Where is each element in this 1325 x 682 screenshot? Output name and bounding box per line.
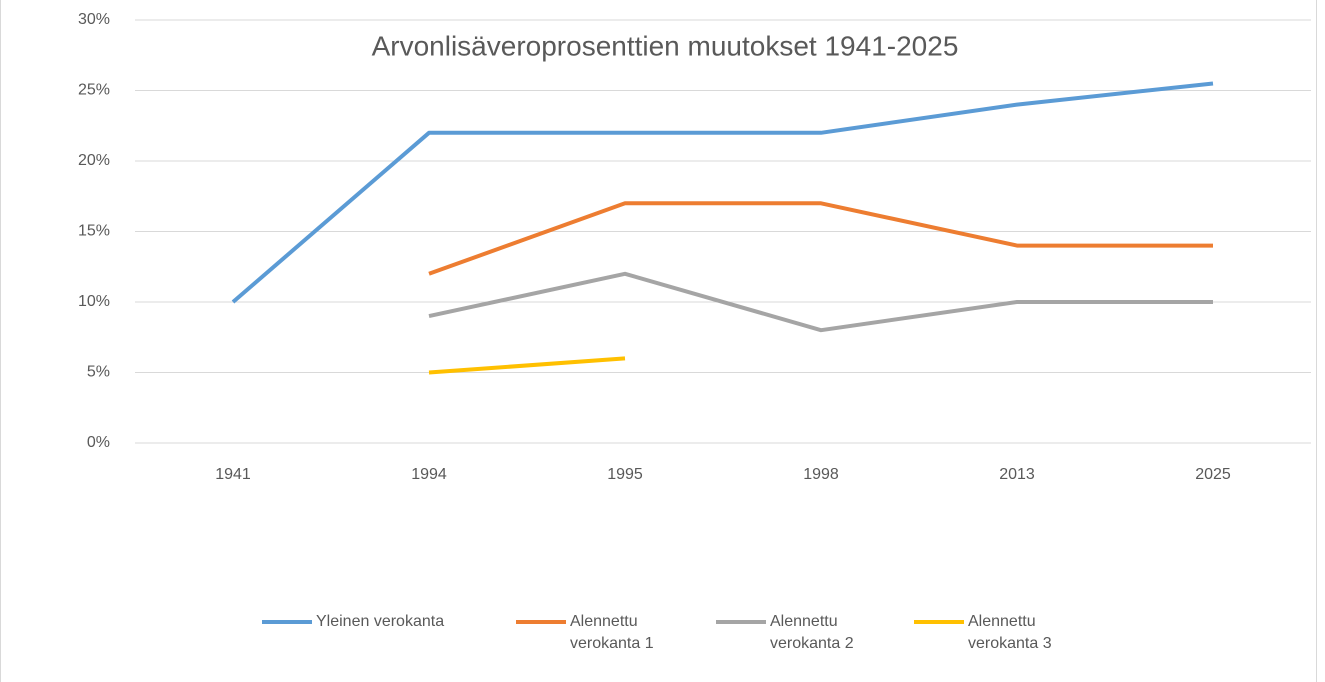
legend-item: Yleinen verokanta: [262, 611, 516, 633]
legend-swatch: [262, 620, 312, 624]
legend-label: Alennettu verokanta 1: [570, 613, 654, 652]
legend-label: Alennettu verokanta 2: [770, 613, 854, 652]
legend-item: Alennettu verokanta 1: [516, 611, 710, 655]
legend-swatch: [716, 620, 766, 624]
x-tick-label: 1994: [411, 466, 447, 483]
y-tick-label: 10%: [78, 293, 110, 310]
y-tick-label: 0%: [87, 434, 110, 451]
legend-item: Alennettu verokanta 3: [914, 611, 1108, 655]
x-tick-label: 2013: [999, 466, 1035, 483]
series-line: [231, 81, 1214, 304]
legend-label: Alennettu verokanta 3: [968, 613, 1052, 652]
legend-swatch: [516, 620, 566, 624]
y-tick-label: 30%: [78, 11, 110, 28]
series-line: [428, 271, 1213, 333]
y-tick-label: 20%: [78, 152, 110, 169]
y-tick-label: 15%: [78, 223, 110, 240]
legend-swatch: [914, 620, 964, 624]
series-line: [428, 201, 1213, 276]
x-tick-label: 1941: [215, 466, 251, 483]
chart-title: Arvonlisäveroprosenttien muutokset 1941-…: [372, 30, 959, 61]
y-tick-label: 5%: [87, 364, 110, 381]
x-tick-label: 1995: [607, 466, 643, 483]
x-tick-label: 2025: [1195, 466, 1231, 483]
legend-label: Yleinen verokanta: [316, 613, 445, 630]
legend-item: Alennettu verokanta 2: [716, 611, 910, 655]
x-tick-label: 1998: [803, 466, 839, 483]
y-tick-label: 25%: [78, 82, 110, 99]
series-line: [428, 356, 626, 375]
